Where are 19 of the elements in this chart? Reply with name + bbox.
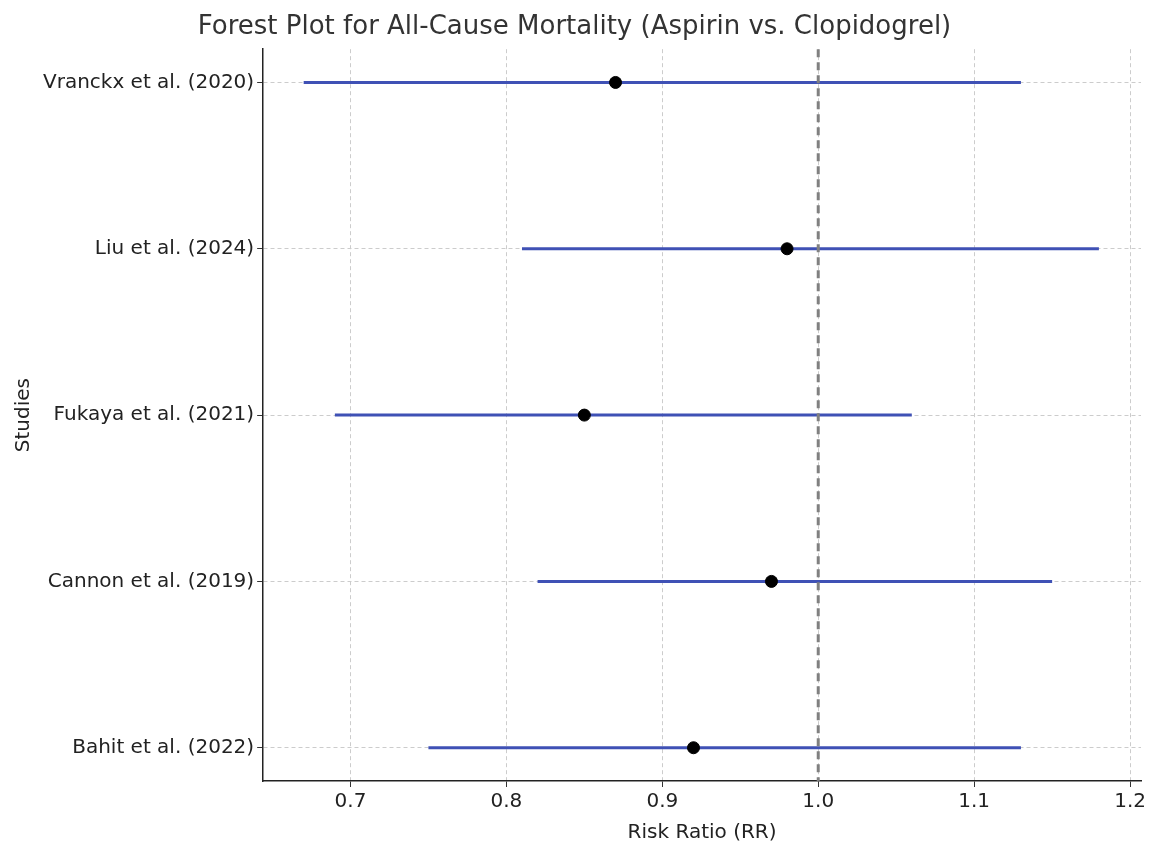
y-tick-label: Vranckx et al. (2020) [42, 68, 255, 93]
y-tick-label: Fukaya et al. (2021) [53, 401, 255, 426]
y-tick-label: Liu et al. (2024) [94, 234, 255, 259]
point [577, 408, 591, 422]
point [764, 574, 778, 588]
point [609, 75, 623, 89]
y-tick-label: Cannon et al. (2019) [47, 567, 255, 592]
point [780, 242, 794, 256]
x-tick-label: 1.0 [802, 788, 835, 813]
x-tick-label: 1.2 [1114, 788, 1146, 813]
x-tick-label: 0.7 [334, 788, 367, 813]
x-tick-label: 0.8 [490, 788, 523, 813]
x-tick-label: 0.9 [646, 788, 679, 813]
point [687, 741, 700, 755]
x-tick-label: 1.1 [958, 788, 991, 813]
y-axis-title: Studies [10, 378, 35, 453]
y-tick-label: Bahit et al. (2022) [72, 733, 255, 758]
x-axis-title: Risk Ratio (RR) [627, 819, 777, 844]
chart-title: Forest Plot for All-Cause Mortality (Aspirin vs. Clopidogrel) [197, 10, 952, 41]
